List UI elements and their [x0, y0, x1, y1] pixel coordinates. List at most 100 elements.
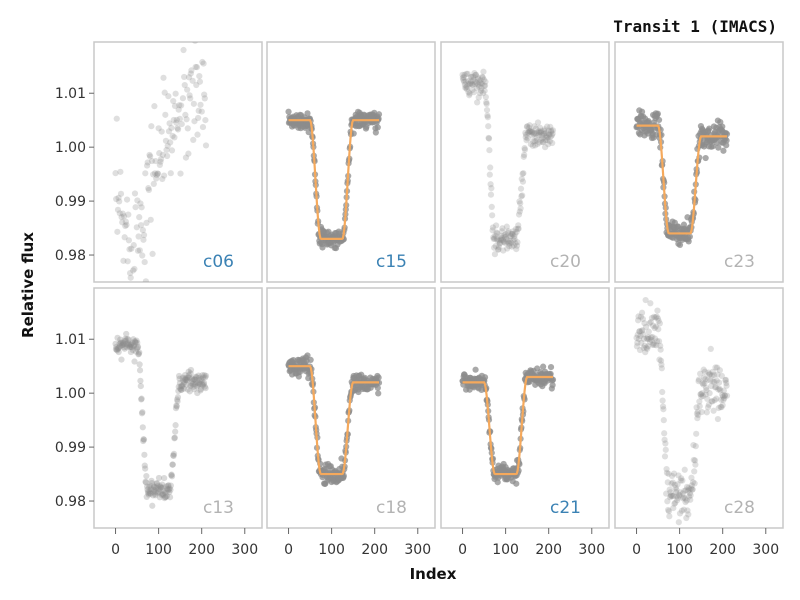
data-point — [636, 328, 643, 335]
data-point — [188, 382, 195, 389]
data-point — [179, 383, 186, 390]
data-point — [160, 74, 167, 81]
data-point — [178, 382, 185, 389]
data-point — [120, 340, 127, 347]
data-point — [122, 337, 129, 344]
data-point — [201, 383, 208, 390]
data-point — [195, 114, 202, 122]
data-point — [115, 345, 122, 352]
data-point — [517, 200, 524, 207]
data-point — [665, 506, 672, 514]
data-point — [540, 130, 548, 137]
data-point — [536, 124, 544, 131]
data-point — [657, 342, 664, 349]
data-point — [164, 152, 171, 160]
data-point — [484, 114, 491, 121]
data-point — [473, 79, 480, 86]
data-point — [715, 144, 722, 151]
data-point — [699, 392, 707, 399]
data-point — [123, 221, 130, 229]
data-point — [119, 341, 126, 348]
data-point — [138, 395, 145, 402]
y-tick-label: 1.00 — [55, 386, 86, 402]
data-point — [646, 320, 653, 327]
data-point — [528, 129, 535, 136]
data-point — [158, 491, 165, 499]
data-point — [135, 351, 142, 358]
data-point — [172, 422, 179, 429]
data-point — [684, 487, 691, 494]
data-point — [142, 479, 150, 486]
data-point — [642, 349, 649, 356]
data-point — [165, 482, 172, 489]
data-point — [181, 375, 188, 382]
data-point — [502, 239, 509, 246]
data-point — [546, 131, 553, 138]
data-point — [178, 102, 185, 109]
data-point — [128, 245, 135, 252]
data-point — [498, 234, 505, 241]
data-point — [179, 95, 187, 102]
data-point — [479, 74, 486, 81]
data-point — [133, 345, 140, 352]
data-point — [521, 151, 528, 158]
data-point — [124, 258, 131, 265]
data-point — [146, 151, 153, 159]
data-point — [460, 76, 467, 84]
y-tick-label: 1.01 — [55, 86, 86, 102]
data-point — [113, 346, 120, 353]
data-point — [674, 497, 681, 504]
data-point — [193, 383, 201, 390]
data-point — [202, 385, 209, 392]
data-point — [461, 81, 469, 88]
data-point — [154, 170, 162, 177]
data-point — [174, 398, 181, 405]
data-point — [125, 211, 132, 218]
data-point — [142, 170, 149, 177]
data-point — [666, 486, 673, 493]
data-point — [656, 320, 663, 327]
data-point — [641, 320, 648, 327]
data-point — [723, 392, 731, 399]
data-point — [164, 482, 172, 490]
data-point — [537, 129, 544, 136]
data-point — [652, 323, 659, 330]
data-point — [519, 170, 526, 177]
data-point — [504, 229, 512, 236]
data-point — [647, 318, 654, 326]
data-point — [645, 343, 652, 350]
data-point — [153, 480, 160, 487]
panel-marks — [285, 108, 383, 252]
data-point — [490, 235, 497, 243]
data-point — [534, 140, 541, 148]
x-tick-label: 0 — [458, 542, 467, 558]
data-point — [127, 274, 134, 281]
data-point — [670, 470, 678, 477]
data-point — [666, 513, 673, 520]
y-tick-label: 0.98 — [55, 248, 86, 264]
data-point — [466, 92, 473, 99]
data-point — [114, 347, 121, 354]
data-point — [717, 387, 724, 394]
data-point — [135, 350, 142, 357]
data-point — [150, 171, 157, 178]
data-point — [710, 372, 718, 379]
panel-marks — [459, 68, 557, 258]
x-tick-label: 200 — [709, 542, 736, 558]
data-point — [706, 371, 713, 378]
data-point — [515, 222, 522, 229]
data-point — [686, 486, 693, 493]
data-point — [654, 315, 661, 322]
data-point — [184, 386, 191, 393]
data-point — [657, 346, 664, 353]
data-point — [200, 381, 207, 388]
data-point — [167, 486, 174, 493]
data-point — [173, 403, 180, 410]
data-point — [545, 131, 553, 138]
data-point — [655, 326, 662, 333]
data-point — [137, 200, 144, 207]
data-point — [640, 344, 647, 352]
data-point — [649, 333, 656, 341]
data-point — [671, 500, 678, 507]
